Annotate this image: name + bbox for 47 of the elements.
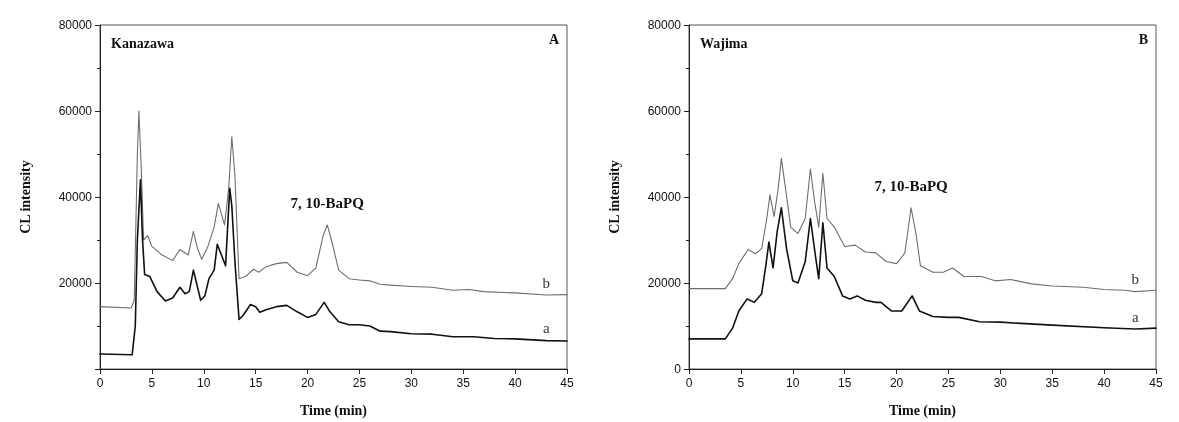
series-label: a bbox=[1131, 308, 1139, 325]
x-tick-label: 15 bbox=[837, 376, 852, 390]
y-tick-label: 20000 bbox=[647, 276, 682, 290]
y-axis-title: CL intensity bbox=[17, 160, 33, 234]
x-tick-label: 10 bbox=[786, 376, 800, 390]
x-tick-label: 25 bbox=[941, 376, 956, 390]
x-tick-label: 5 bbox=[148, 376, 156, 390]
line-series bbox=[99, 110, 568, 309]
y-tick-label: 80000 bbox=[647, 18, 682, 32]
y-axis-title: CL intensity bbox=[606, 160, 622, 234]
text: Kanazawa bbox=[111, 35, 174, 51]
annotation: 7, 10-BaPQ bbox=[290, 195, 365, 212]
line-series bbox=[99, 179, 568, 356]
y-tick-label: 0 bbox=[674, 362, 682, 376]
x-axis-title: Time (min) bbox=[299, 402, 368, 419]
x-tick-label: 40 bbox=[1097, 376, 1112, 390]
x-tick-label: 15 bbox=[248, 376, 263, 390]
annotation: B bbox=[1138, 31, 1149, 47]
annotation: A bbox=[548, 31, 560, 47]
line-series bbox=[688, 157, 1157, 293]
annotation: 7, 10-BaPQ bbox=[874, 178, 949, 195]
line-series bbox=[688, 206, 1157, 340]
series-label: a bbox=[542, 320, 550, 337]
x-tick-label: 25 bbox=[352, 376, 367, 390]
x-tick-label: 30 bbox=[404, 376, 419, 390]
y-tick-label: 40000 bbox=[647, 190, 682, 204]
y-tick-label: 60000 bbox=[647, 104, 682, 118]
y-tick-label: 80000 bbox=[58, 18, 93, 32]
x-tick-label: 20 bbox=[300, 376, 315, 390]
x-tick-label: 35 bbox=[456, 376, 471, 390]
x-tick-label: 5 bbox=[737, 376, 745, 390]
x-tick-label: 45 bbox=[1149, 376, 1163, 390]
x-axis-title: Time (min) bbox=[888, 402, 957, 419]
x-tick-label: 0 bbox=[685, 376, 693, 390]
x-tick-label: 35 bbox=[1045, 376, 1060, 390]
text: Wajima bbox=[700, 35, 748, 51]
x-tick-label: 10 bbox=[197, 376, 211, 390]
series-label: b bbox=[542, 274, 550, 291]
y-tick-label: 20000 bbox=[58, 276, 93, 290]
x-tick-label: 20 bbox=[889, 376, 904, 390]
x-tick-label: 30 bbox=[993, 376, 1008, 390]
y-tick-label: 60000 bbox=[58, 104, 93, 118]
x-tick-label: 45 bbox=[560, 376, 574, 390]
series-label: b bbox=[1131, 271, 1139, 288]
x-tick-label: 0 bbox=[96, 376, 104, 390]
x-tick-label: 40 bbox=[508, 376, 523, 390]
y-tick-label: 40000 bbox=[58, 190, 93, 204]
